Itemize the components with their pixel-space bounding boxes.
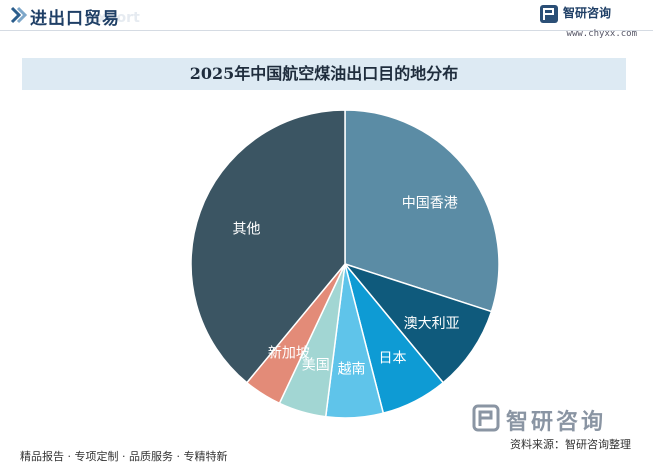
slice-label: 越南 bbox=[338, 362, 366, 378]
slice-label: 日本 bbox=[379, 350, 407, 366]
page-header: export 进出口贸易 智研咨询 www.chyxx.com bbox=[0, 0, 653, 40]
pie-slice bbox=[190, 109, 346, 384]
slice-label: 美国 bbox=[302, 358, 330, 374]
slice-label: 中国香港 bbox=[402, 195, 458, 211]
brand-url: www.chyxx.com bbox=[566, 29, 637, 39]
slice-label: 新加坡 bbox=[268, 345, 310, 361]
header-title: 进出口贸易 bbox=[30, 9, 120, 29]
watermark-icon bbox=[472, 404, 500, 432]
header-subtitle: export bbox=[88, 10, 140, 26]
pie-slice bbox=[342, 262, 493, 384]
header-divider bbox=[0, 30, 653, 31]
slice-label: 澳大利亚 bbox=[404, 316, 460, 332]
brand-icon bbox=[540, 5, 558, 23]
chart-title-bar: 2025年中国航空煤油出口目的地分布 bbox=[22, 58, 626, 90]
source-note: 资料来源：智研咨询整理 bbox=[510, 438, 631, 451]
brand-logo: 智研咨询 bbox=[539, 4, 639, 44]
pie-slice bbox=[344, 109, 500, 313]
footer-tagline: 精品报告 · 专项定制 · 品质服务 · 专精特新 bbox=[20, 450, 228, 463]
watermark-text: 智研咨询 bbox=[506, 410, 607, 435]
chart-title: 2025年中国航空煤油出口目的地分布 bbox=[189, 64, 459, 83]
slice-label: 其他 bbox=[232, 222, 260, 238]
watermark-logo: 智研咨询 bbox=[472, 404, 642, 435]
chevron-right-icon bbox=[10, 6, 28, 24]
brand-name: 智研咨询 bbox=[563, 6, 612, 20]
